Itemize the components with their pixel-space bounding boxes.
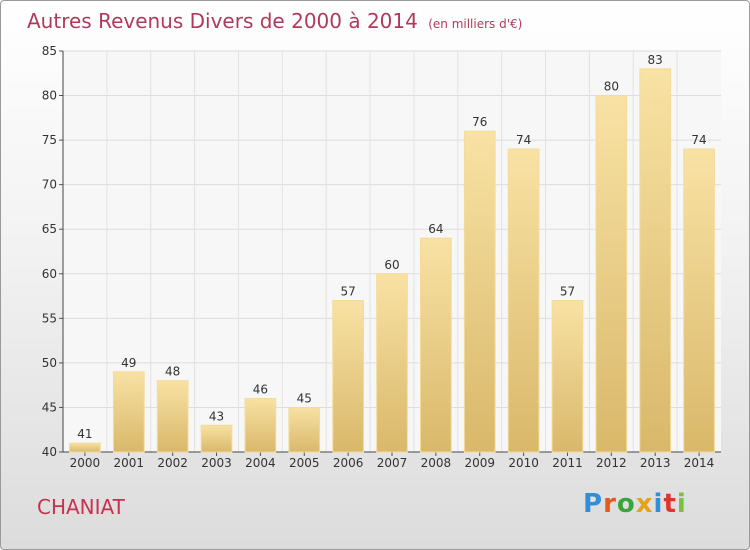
logo-letter: P bbox=[583, 489, 604, 519]
x-tick-label: 2011 bbox=[552, 456, 583, 470]
logo-letter: o bbox=[616, 489, 636, 519]
data-label: 49 bbox=[121, 356, 136, 370]
chart-title: Autres Revenus Divers de 2000 à 2014 (en… bbox=[27, 9, 522, 33]
data-label: 57 bbox=[560, 285, 575, 299]
bar-2007 bbox=[376, 273, 408, 453]
x-tick-label: 2001 bbox=[114, 456, 145, 470]
x-tick-label: 2003 bbox=[201, 456, 232, 470]
bar-2012 bbox=[595, 95, 628, 453]
bar-2010 bbox=[507, 148, 540, 453]
x-tick-label: 2002 bbox=[157, 456, 188, 470]
bar-2004 bbox=[244, 398, 277, 453]
bar-2008 bbox=[420, 237, 452, 453]
proxiti-logo[interactable]: Proxiti bbox=[583, 489, 687, 519]
y-tick-label: 55 bbox=[42, 311, 57, 325]
logo-letter: r bbox=[603, 489, 617, 519]
data-label: 64 bbox=[428, 222, 443, 236]
labels: 40 45 50 55 60 65 70 75 80 85 41 2000 49 2001 48 2002 43… bbox=[42, 44, 715, 470]
bar-2001 bbox=[112, 371, 145, 453]
data-label: 76 bbox=[472, 115, 487, 129]
y-tick-label: 65 bbox=[42, 222, 57, 236]
logo-letter: i bbox=[653, 489, 664, 519]
bar-2014 bbox=[683, 148, 715, 453]
data-label: 57 bbox=[340, 285, 355, 299]
x-tick-label: 2013 bbox=[640, 456, 671, 470]
bar-2009 bbox=[463, 130, 496, 453]
logo-letter: t bbox=[663, 489, 677, 519]
data-label: 41 bbox=[77, 427, 92, 441]
bar-2002 bbox=[156, 380, 189, 453]
x-tick-label: 2004 bbox=[245, 456, 276, 470]
commune-name: CHANIAT bbox=[37, 495, 125, 519]
y-tick-label: 80 bbox=[42, 89, 57, 103]
x-tick-label: 2005 bbox=[289, 456, 320, 470]
y-tick-label: 70 bbox=[42, 178, 57, 192]
bar-2013 bbox=[639, 68, 672, 453]
x-tick-label: 2014 bbox=[684, 456, 715, 470]
bars bbox=[69, 68, 715, 453]
x-tick-label: 2009 bbox=[464, 456, 495, 470]
chart-subtitle: (en milliers d'€) bbox=[428, 17, 523, 31]
data-label: 74 bbox=[516, 133, 531, 147]
y-tick-label: 45 bbox=[42, 400, 57, 414]
bar-2011 bbox=[551, 300, 584, 453]
x-tick-label: 2007 bbox=[377, 456, 408, 470]
y-tick-label: 85 bbox=[42, 44, 57, 58]
bar-2000 bbox=[69, 442, 101, 453]
data-label: 80 bbox=[604, 80, 619, 94]
data-label: 45 bbox=[297, 391, 312, 405]
data-label: 43 bbox=[209, 409, 224, 423]
x-tick-label: 2006 bbox=[333, 456, 364, 470]
data-label: 83 bbox=[648, 53, 663, 67]
logo-letter: x bbox=[635, 489, 654, 519]
x-tick-label: 2008 bbox=[421, 456, 452, 470]
y-tick-label: 40 bbox=[42, 445, 57, 459]
logo-letter: i bbox=[676, 489, 687, 519]
bar-2005 bbox=[288, 406, 321, 453]
bar-2003 bbox=[200, 424, 233, 453]
y-tick-label: 75 bbox=[42, 133, 57, 147]
y-tick-label: 50 bbox=[42, 356, 57, 370]
x-tick-label: 2012 bbox=[596, 456, 627, 470]
x-tick-label: 2010 bbox=[508, 456, 539, 470]
data-label: 74 bbox=[691, 133, 706, 147]
bar-2006 bbox=[332, 300, 364, 453]
x-tick-label: 2000 bbox=[70, 456, 101, 470]
data-label: 60 bbox=[384, 258, 399, 272]
data-label: 46 bbox=[253, 383, 268, 397]
y-tick-label: 60 bbox=[42, 267, 57, 281]
chart-title-text: Autres Revenus Divers de 2000 à 2014 bbox=[27, 9, 418, 33]
data-label: 48 bbox=[165, 365, 180, 379]
